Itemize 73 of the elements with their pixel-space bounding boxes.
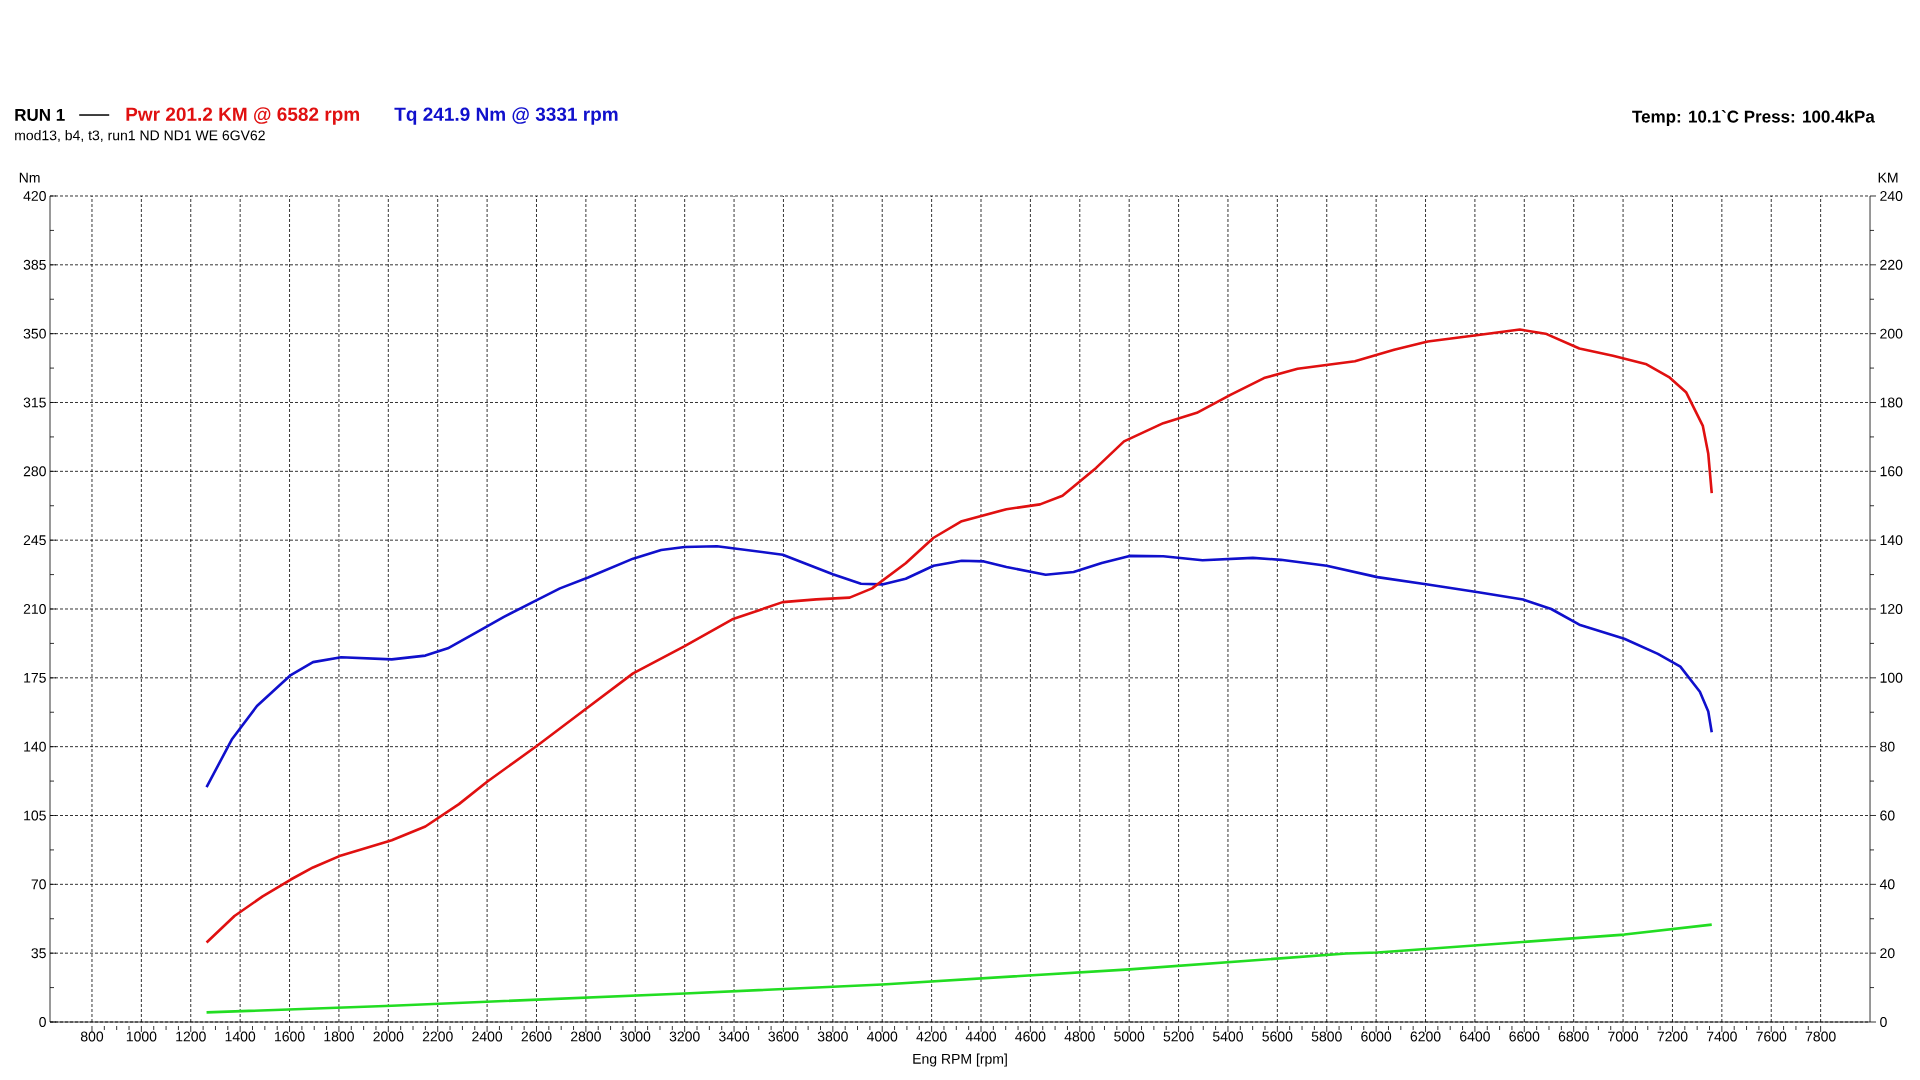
y-tick-label: 70 (31, 879, 46, 890)
y-tick-label: 420 (23, 191, 46, 201)
y-tick-label: 35 (31, 948, 46, 959)
x-tick-label: 3600 (768, 1031, 799, 1042)
x-tick-label: 1400 (225, 1031, 256, 1042)
y-tick-label: 105 (24, 810, 46, 821)
y-tick-label: 315 (23, 397, 46, 408)
y-tick-label: 140 (24, 741, 46, 752)
x-tick-label: 7200 (1657, 1031, 1688, 1042)
x-tick-label: 1200 (176, 1031, 206, 1042)
y2-tick-label: 80 (1880, 741, 1895, 752)
line-series (205, 923, 1714, 1014)
text: Temp: 10.1`C Press: 100.4kPa (1632, 109, 1875, 126)
x-tick-label: 2400 (472, 1031, 503, 1042)
y2-tick-label: 40 (1879, 879, 1895, 890)
y2-tick-label: 200 (1880, 328, 1903, 339)
y-tick-label: 0 (39, 1017, 46, 1027)
x-tick-label: 3800 (817, 1031, 848, 1042)
y2-tick-label: 220 (1880, 259, 1903, 270)
y2-tick-label: 120 (1880, 604, 1903, 614)
x-tick-label: 1600 (275, 1031, 305, 1042)
x-tick-label: 7400 (1707, 1031, 1737, 1042)
x-tick-label: 2000 (373, 1031, 404, 1042)
y2-tick-label: 240 (1880, 191, 1903, 201)
x-tick-label: 5400 (1212, 1031, 1243, 1042)
x-tick-label: 800 (80, 1031, 104, 1042)
y-tick-label: 210 (23, 604, 46, 614)
x-tick-label: 6600 (1509, 1031, 1540, 1042)
x-tick-label: 5800 (1311, 1031, 1342, 1042)
x-tick-label: 4600 (1015, 1031, 1046, 1042)
x-tick-label: 1000 (126, 1031, 157, 1042)
y-tick-label: 175 (24, 672, 46, 683)
x-tick-label: 4200 (916, 1031, 947, 1042)
y2-axis-title: KM (1878, 172, 1898, 183)
x-tick-label: 2800 (571, 1031, 601, 1042)
y-tick-label: 280 (23, 466, 46, 477)
x-tick-label: 7600 (1756, 1031, 1787, 1042)
chart-subtitle: mod13, b4, t3, run1 ND ND1 WE 6GV62 (15, 130, 265, 142)
x-tick-label: 7800 (1805, 1031, 1836, 1042)
y2-tick-label: 60 (1880, 810, 1895, 821)
y2-tick-label: 140 (1880, 535, 1903, 546)
x-tick-label: 5200 (1163, 1031, 1194, 1042)
x-tick-label: 6800 (1558, 1031, 1589, 1042)
x-tick-label: 3000 (620, 1031, 651, 1042)
x-tick-label: 6000 (1361, 1031, 1392, 1042)
x-tick-label: 1800 (324, 1031, 354, 1042)
x-tick-label: 3400 (719, 1031, 750, 1042)
line-series (205, 328, 1714, 944)
y2-tick-label: 0 (1880, 1017, 1887, 1027)
y2-tick-label: 160 (1880, 466, 1903, 477)
text: Tq 241.9 Nm @ 3331 rpm (394, 107, 618, 125)
line-series (205, 544, 1714, 789)
x-tick-label: 7000 (1608, 1031, 1639, 1042)
y2-tick-label: 100 (1880, 672, 1903, 683)
x-tick-label: 6400 (1460, 1031, 1490, 1042)
x-tick-label: 4800 (1064, 1031, 1095, 1042)
x-axis-title: Eng RPM [rpm] (913, 1053, 1007, 1067)
x-tick-label: 3200 (669, 1031, 700, 1042)
chart-title: RUN 1 (15, 109, 65, 121)
x-tick-label: 2200 (422, 1031, 453, 1042)
y-tick-label: 245 (23, 535, 46, 546)
text: Pwr 201.2 KM @ 6582 rpm (126, 107, 360, 125)
y2-tick-label: 20 (1880, 948, 1895, 959)
y-tick-label: 385 (23, 259, 46, 270)
x-tick-label: 4400 (965, 1031, 997, 1042)
x-tick-label: 6200 (1410, 1031, 1441, 1042)
y-tick-label: 350 (23, 328, 46, 339)
y-axis-title: Nm (19, 172, 40, 183)
x-tick-label: 5600 (1262, 1031, 1293, 1042)
y2-tick-label: 180 (1880, 397, 1903, 408)
x-tick-label: 4000 (866, 1031, 898, 1042)
x-tick-label: 2600 (521, 1031, 552, 1042)
x-tick-label: 5000 (1114, 1031, 1145, 1042)
